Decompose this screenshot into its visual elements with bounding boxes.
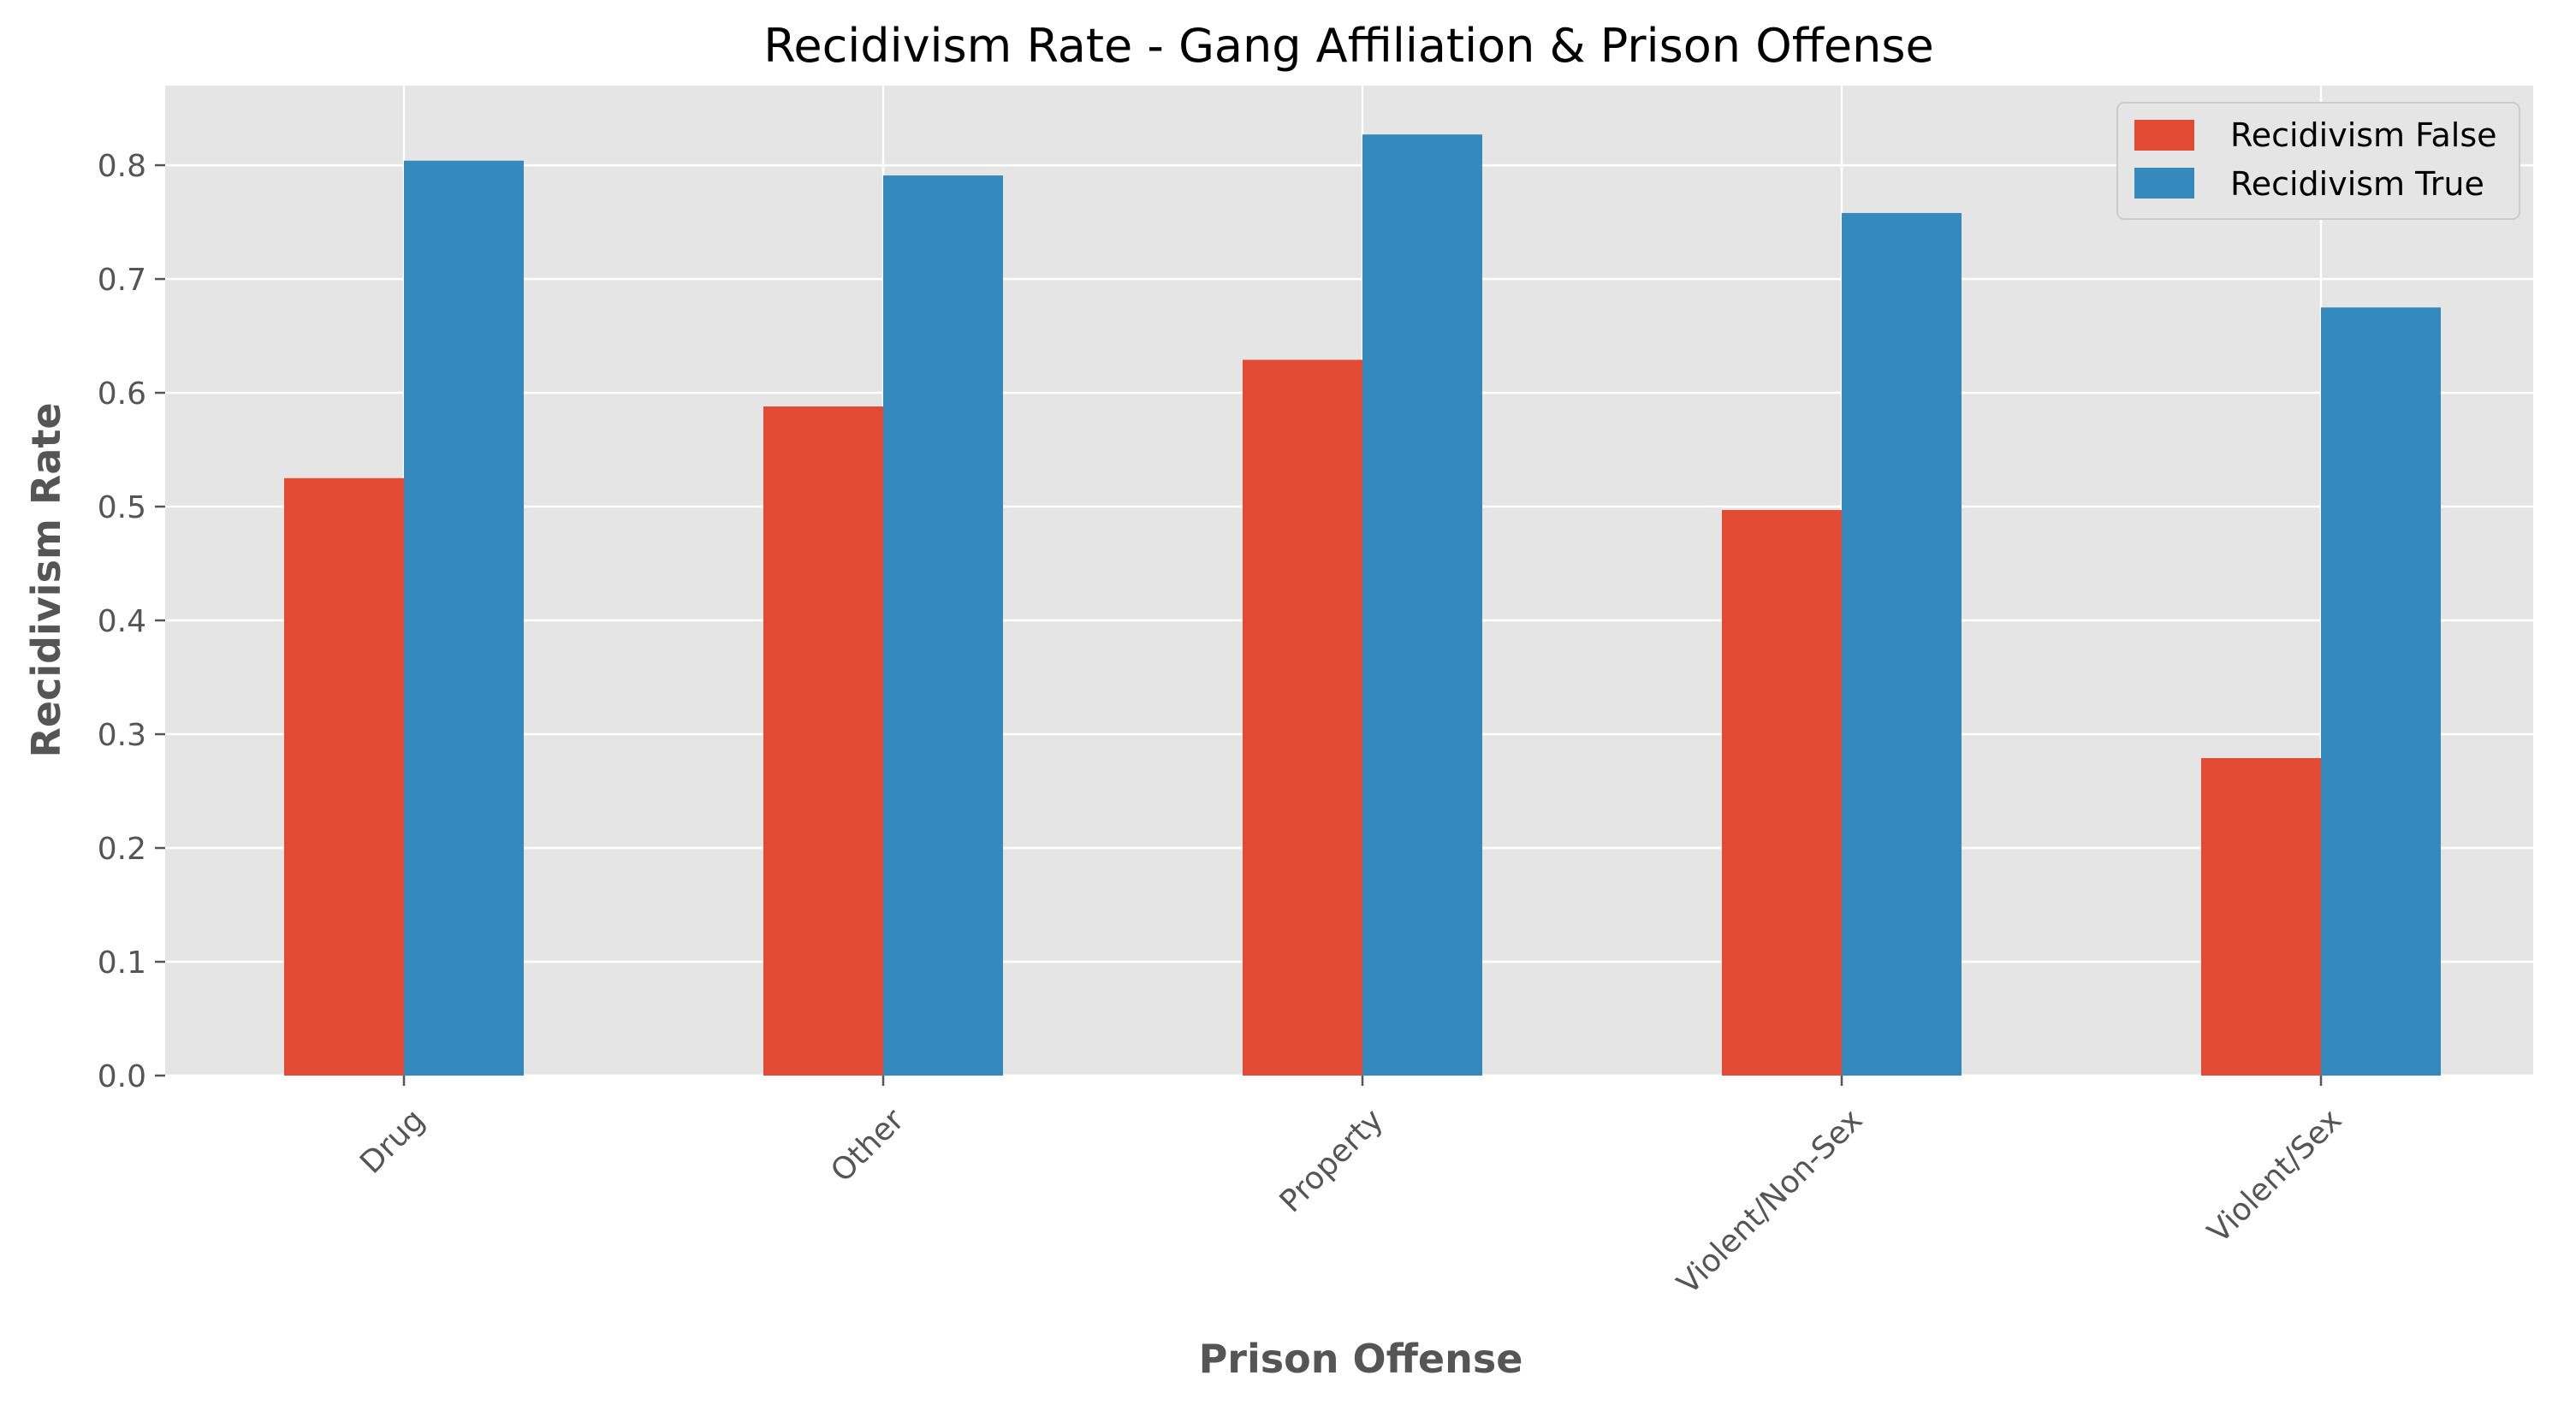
bar-false-0 bbox=[284, 477, 404, 1076]
y-tick-label-4: 0.4 bbox=[98, 604, 146, 639]
y-tick-label-3: 0.3 bbox=[98, 718, 146, 753]
x-tick-label-2: Property bbox=[1273, 1102, 1391, 1219]
x-tick-label-1: Other bbox=[824, 1102, 911, 1189]
x-axis-label: Prison Offense bbox=[1199, 1336, 1523, 1382]
y-tick-label-7: 0.7 bbox=[98, 263, 146, 298]
x-tick-label-3: Violent/Non-Sex bbox=[1671, 1102, 1869, 1301]
legend-swatch-true bbox=[2134, 168, 2194, 199]
bar-true-4 bbox=[2321, 307, 2441, 1076]
bar-false-1 bbox=[763, 406, 883, 1076]
chart-title: Recidivism Rate - Gang Affiliation & Pri… bbox=[763, 19, 1933, 73]
bar-false-4 bbox=[2201, 757, 2321, 1076]
y-axis-ticks: 0.0 0.1 0.2 0.3 0.4 0.5 0.6 0.7 0.8 bbox=[98, 149, 165, 1094]
x-axis-ticks: Drug Other Property Violent/Non-Sex Violent/… bbox=[353, 1076, 2348, 1301]
y-tick-label-2: 0.2 bbox=[98, 832, 146, 867]
bar-false-3 bbox=[1722, 510, 1842, 1076]
legend-label-true: Recidivism True bbox=[2230, 165, 2484, 203]
x-tick-label-0: Drug bbox=[353, 1102, 431, 1180]
bars bbox=[284, 134, 2441, 1076]
bar-true-1 bbox=[883, 175, 1003, 1076]
bar-false-2 bbox=[1243, 359, 1362, 1076]
y-tick-label-6: 0.6 bbox=[98, 376, 146, 412]
bar-true-3 bbox=[1842, 212, 1962, 1076]
legend-box bbox=[2116, 102, 2520, 220]
bar-true-2 bbox=[1362, 134, 1482, 1076]
x-tick-label-4: Violent/Sex bbox=[2201, 1102, 2348, 1249]
y-tick-label-8: 0.8 bbox=[98, 149, 146, 184]
legend-swatch-false bbox=[2134, 120, 2194, 151]
bar-true-0 bbox=[404, 160, 524, 1076]
y-tick-label-5: 0.5 bbox=[98, 490, 146, 525]
legend: Recidivism False Recidivism True bbox=[2116, 102, 2520, 220]
y-tick-label-0: 0.0 bbox=[98, 1059, 146, 1094]
legend-label-false: Recidivism False bbox=[2230, 116, 2497, 154]
y-tick-label-1: 0.1 bbox=[98, 946, 146, 981]
y-axis-label: Recidivism Rate bbox=[23, 402, 69, 757]
